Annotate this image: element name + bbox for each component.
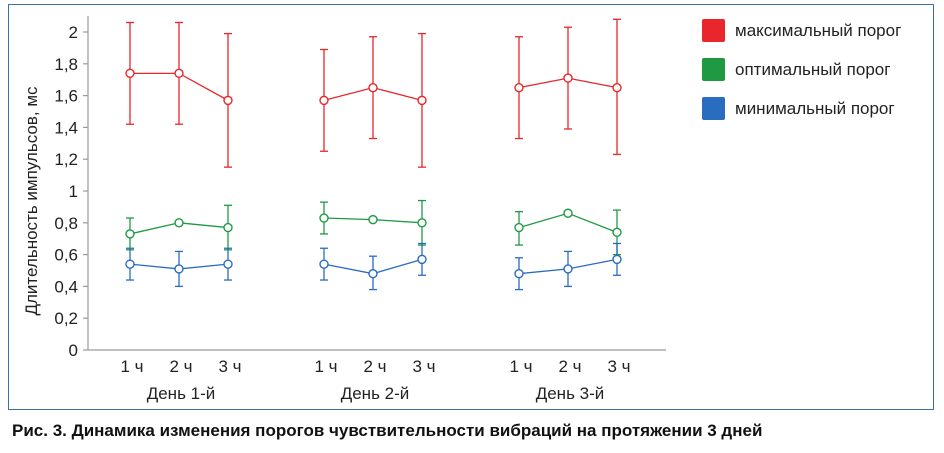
legend-label: максимальный порог [735,20,902,40]
data-point [368,82,378,93]
y-tick-label: 1,2 [54,150,78,169]
error-bars [126,18,621,291]
data-point [514,222,524,233]
y-tick-label: 2 [69,23,78,42]
data-point [514,82,524,93]
data-point [368,268,378,279]
x-group-label: День 2-й [341,384,410,403]
legend-item: оптимальный порог [702,57,901,82]
data-point [319,213,329,223]
data-point [125,68,135,79]
x-tick-label: 2 ч [558,357,581,376]
data-point [417,218,427,228]
y-tick-label: 0,2 [54,309,78,328]
x-tick-label: 1 ч [120,357,143,376]
y-tick-label: 1 [69,182,78,201]
data-points [125,68,622,279]
x-group-label: День 1-й [147,384,216,403]
y-tick-label: 1,6 [54,87,78,106]
data-point [223,222,233,233]
data-point [319,95,329,106]
x-tick-label: 3 ч [607,357,630,376]
data-point [368,214,378,225]
legend-swatch [702,58,725,81]
x-tick-label: 2 ч [363,357,386,376]
data-point [125,229,135,239]
data-point [563,264,573,274]
data-point [563,208,573,218]
y-tick-label: 1,8 [54,55,78,74]
axes [83,16,666,351]
y-tick-label: 0,8 [54,214,78,233]
axis-labels: 0 0,2 0,4 0,6 0,8 1 1,2 1,4 1,6 1,8 2 Длительность … [22,23,631,403]
legend-item: минимальный порог [702,96,901,121]
y-tick-label: 1,4 [54,118,78,137]
legend-swatch [702,19,725,42]
x-tick-label: 3 ч [218,357,241,376]
data-point [417,254,427,265]
legend-item: максимальный порог [702,18,901,43]
figure-caption: Рис. 3. Динамика изменения порогов чувст… [12,421,763,440]
data-point [563,73,573,83]
y-tick-label: 0,6 [54,246,78,265]
x-tick-label: 1 ч [314,357,337,376]
data-point [417,95,427,106]
x-group-label: День 3-й [536,384,605,403]
data-point [125,259,135,269]
data-point [514,268,524,279]
x-tick-label: 1 ч [509,357,532,376]
figure-frame [8,4,934,410]
data-point [174,218,184,228]
y-tick-label: 0 [69,341,78,360]
legend-label: минимальный порог [735,98,895,118]
legend: максимальный порог оптимальный порог миним… [702,18,901,135]
legend-swatch [702,97,725,120]
x-tick-label: 3 ч [412,357,435,376]
data-point [612,254,622,265]
data-point [612,227,622,238]
data-point [174,68,184,79]
x-tick-label: 2 ч [169,357,192,376]
legend-label: оптимальный порог [735,59,891,79]
data-point [612,82,622,93]
data-point [223,95,233,106]
data-point [319,259,329,269]
data-point [223,259,233,269]
y-tick-label: 0,4 [54,277,78,296]
y-axis-title: Длительность импульсов, мс [22,86,41,316]
data-point [174,264,184,274]
